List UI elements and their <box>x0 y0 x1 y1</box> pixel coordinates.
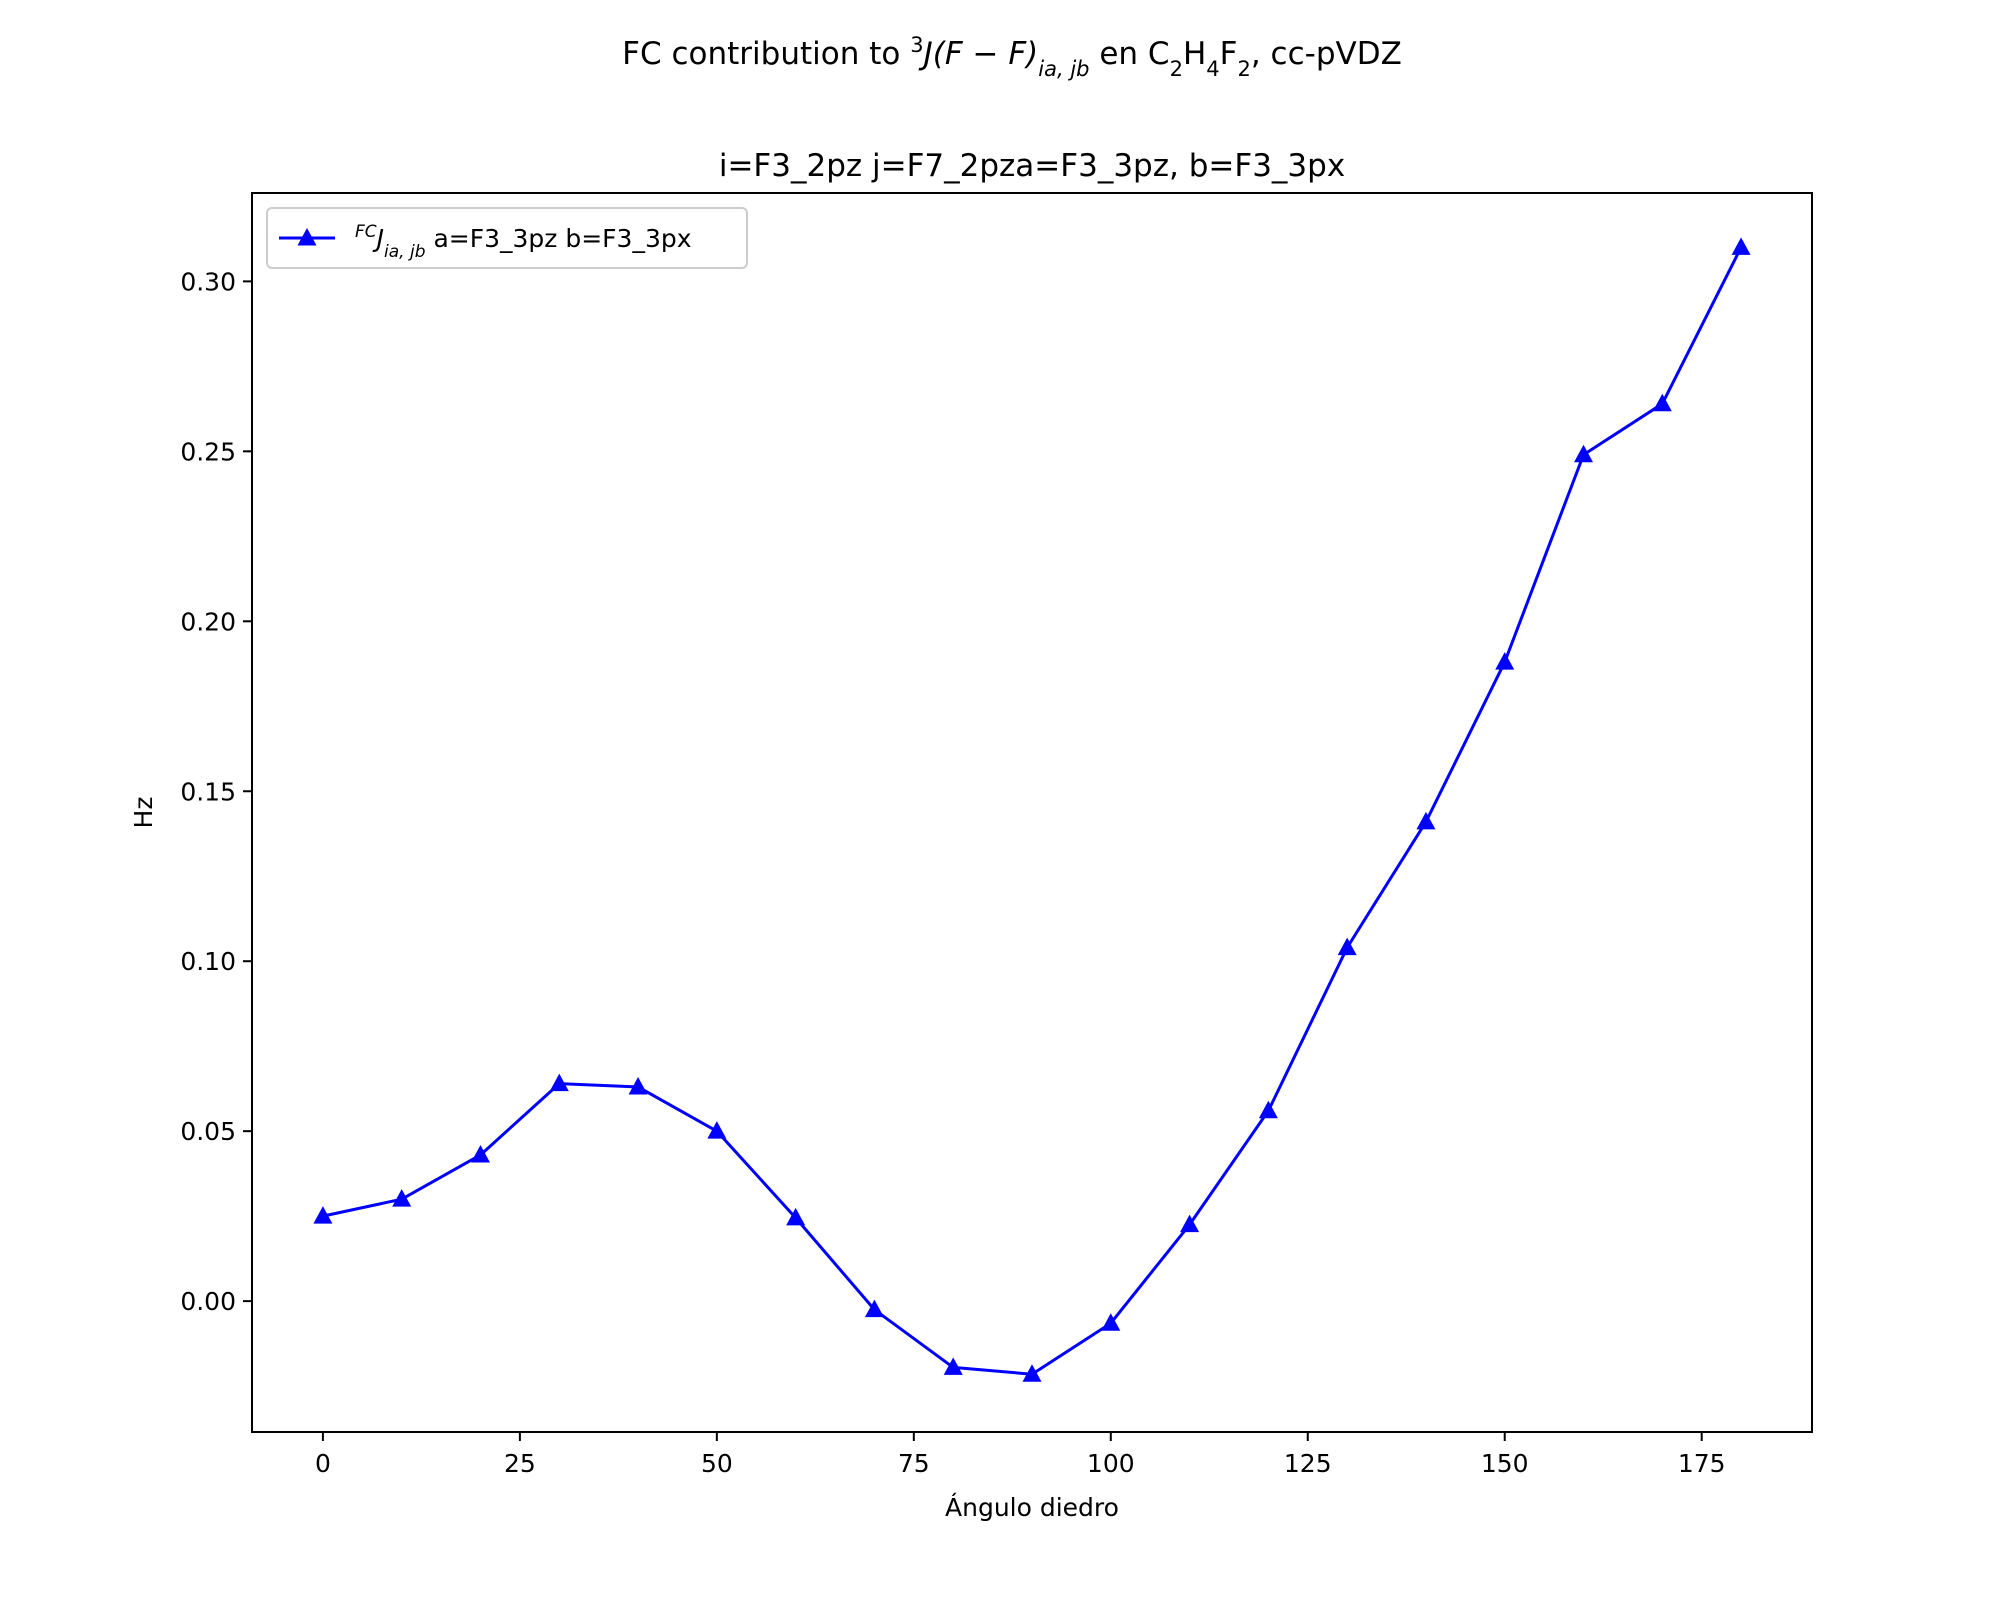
suptitle-jsub: ia, jb <box>1038 57 1089 81</box>
x-axis: 0 25 50 75 100 125 150 175 <box>315 1432 1726 1478</box>
x-tick-label: 75 <box>898 1449 930 1478</box>
data-point <box>707 1121 727 1139</box>
data-point <box>1337 937 1357 956</box>
x-tick-label: 125 <box>1284 1449 1332 1478</box>
legend-label: FCJia, jb a=F3_3pz b=F3_3px <box>355 222 692 262</box>
x-tick-label: 150 <box>1481 1449 1529 1478</box>
x-tick-label: 50 <box>701 1449 733 1478</box>
data-point <box>943 1357 963 1375</box>
y-tick-label: 0.10 <box>180 947 236 976</box>
legend-sub: ia, jb <box>384 242 425 262</box>
y-tick-label: 0.25 <box>180 437 236 466</box>
suptitle-en: en C <box>1089 36 1169 72</box>
suptitle-h: H <box>1183 36 1206 72</box>
data-point <box>313 1206 333 1224</box>
suptitle-prefix: FC contribution to <box>622 36 910 72</box>
data-point <box>392 1189 412 1207</box>
data-point <box>628 1076 648 1095</box>
suptitle-f-sub: 2 <box>1237 57 1250 81</box>
data-point <box>1258 1100 1278 1119</box>
y-tick-label: 0.30 <box>180 267 236 296</box>
x-tick-label: 175 <box>1678 1449 1726 1478</box>
data-point <box>1180 1214 1200 1233</box>
legend-box <box>266 207 748 269</box>
data-point <box>549 1073 569 1092</box>
data-point <box>1652 393 1672 412</box>
legend-sup: FC <box>355 222 377 242</box>
suptitle-h-sub: 4 <box>1206 57 1219 81</box>
plot-frame <box>251 192 1813 1433</box>
legend: FCJia, jb a=F3_3pz b=F3_3px <box>266 207 748 269</box>
legend-rest: a=F3_3pz b=F3_3px <box>426 224 692 253</box>
chart-suptitle: FC contribution to 3J(F − F)ia, jb en C2… <box>622 33 1402 81</box>
data-point <box>1416 811 1436 830</box>
y-tick-label: 0.00 <box>180 1287 236 1316</box>
data-point <box>786 1207 806 1226</box>
series-line <box>322 246 1743 1376</box>
data-point <box>1101 1313 1121 1331</box>
y-tick-label: 0.20 <box>180 607 236 636</box>
data-point <box>470 1144 490 1163</box>
suptitle-c-sub: 2 <box>1170 57 1183 81</box>
y-axis: 0.00 0.05 0.10 0.15 0.20 0.25 0.30 <box>180 267 252 1316</box>
x-tick-label: 0 <box>315 1449 331 1478</box>
suptitle-sup: 3 <box>910 33 923 57</box>
series-layer <box>313 237 1751 1382</box>
legend-marker <box>297 228 317 246</box>
y-tick-label: 0.05 <box>180 1117 236 1146</box>
x-tick-label: 100 <box>1087 1449 1135 1478</box>
chart-title: i=F3_2pz j=F7_2pza=F3_3pz, b=F3_3px <box>719 148 1345 184</box>
data-point <box>1022 1364 1042 1382</box>
data-point <box>1495 652 1515 670</box>
x-axis-label: Ángulo diedro <box>945 1493 1119 1522</box>
data-point <box>1731 237 1751 255</box>
suptitle-suffix: , cc-pVDZ <box>1251 36 1402 72</box>
x-tick-label: 25 <box>504 1449 536 1478</box>
y-axis-label: Hz <box>129 797 158 829</box>
suptitle-jexpr: J(F − F) <box>918 36 1039 72</box>
data-point <box>864 1299 884 1318</box>
data-point <box>1574 444 1594 463</box>
y-tick-label: 0.15 <box>180 777 236 806</box>
suptitle-f: F <box>1220 36 1238 72</box>
